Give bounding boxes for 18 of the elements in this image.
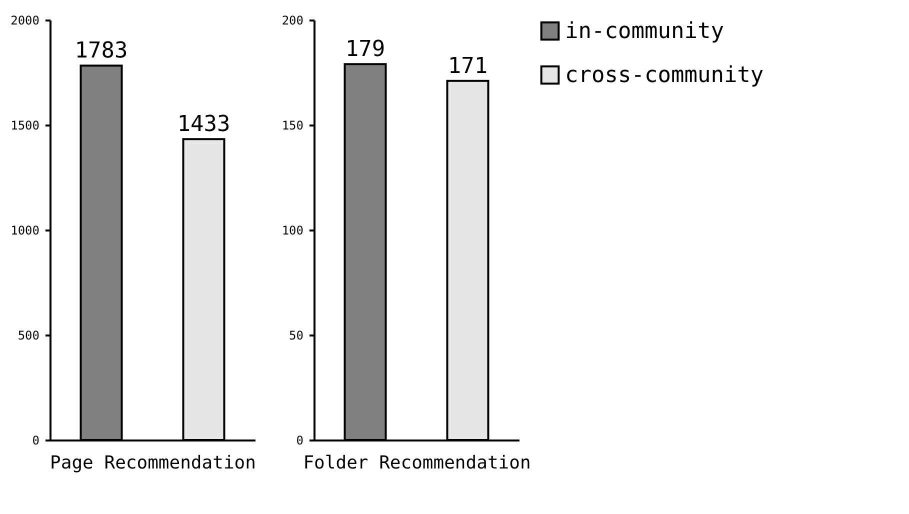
data-label: 1433 bbox=[177, 112, 230, 138]
data-label: 1783 bbox=[74, 38, 128, 64]
data-label: 171 bbox=[448, 54, 488, 79]
y-tick-label: 0 bbox=[296, 434, 304, 448]
y-tick-label: 1000 bbox=[10, 224, 40, 238]
data-label: 179 bbox=[345, 37, 386, 62]
y-tick-label: 2000 bbox=[10, 14, 40, 28]
y-tick-label: 0 bbox=[32, 434, 40, 448]
y-tick-label: 50 bbox=[289, 328, 304, 342]
y-tick-label: 500 bbox=[18, 328, 40, 342]
legend-label: cross-community bbox=[565, 63, 764, 88]
y-tick-label: 100 bbox=[282, 224, 304, 238]
y-tick-label: 200 bbox=[282, 14, 304, 28]
x-axis-title: Folder Recommendation bbox=[303, 452, 531, 474]
y-tick-label: 150 bbox=[282, 118, 304, 132]
x-axis-title: Page Recommendation bbox=[50, 452, 256, 474]
legend-label: in-community bbox=[565, 19, 724, 44]
y-tick-label: 1500 bbox=[10, 118, 40, 132]
